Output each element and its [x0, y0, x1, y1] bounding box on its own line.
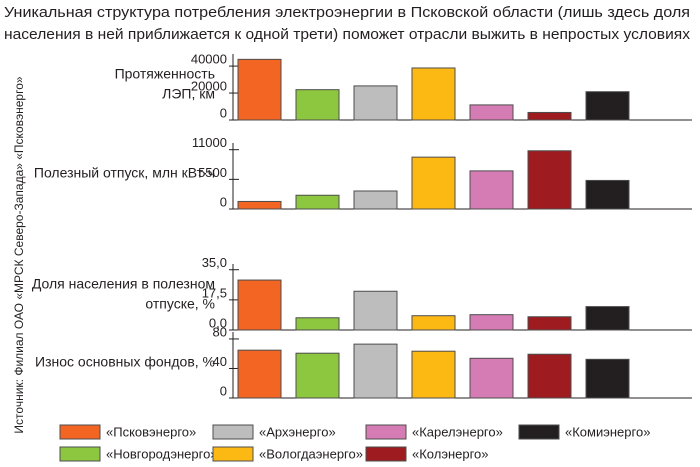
bar: [411, 350, 456, 399]
bar: [237, 58, 282, 121]
bar: [527, 353, 572, 399]
y-tick-label: 5500: [198, 165, 227, 180]
y-tick-label: 11000: [192, 135, 227, 150]
legend-label: «Карелэнерго»: [412, 424, 503, 439]
legend-swatch: [365, 424, 407, 440]
y-tick-label: 40: [213, 354, 227, 369]
legend-label: «Колэнерго»: [412, 446, 489, 461]
bar: [353, 190, 398, 210]
panel-label: отпуске, %: [145, 296, 215, 312]
bar: [527, 150, 572, 210]
y-tick-label: 20000: [191, 78, 227, 93]
panel-label: Полезный отпуск, млн кВт·ч: [34, 165, 215, 181]
bar: [411, 67, 456, 121]
legend-label: «Новгородэнерго»: [106, 446, 218, 461]
bar: [295, 317, 340, 331]
bar: [237, 279, 282, 331]
source: Источник: Филиал ОАО «МРСК Северо-Запада…: [12, 76, 26, 433]
legend-swatch: [59, 424, 101, 440]
chart-title: Уникальная структура потребления электро…: [4, 4, 690, 21]
bar: [469, 170, 514, 210]
bar: [295, 352, 340, 399]
panel-label: Износ основных фондов, %: [35, 354, 215, 370]
bar: [353, 343, 398, 399]
bar: [353, 85, 398, 121]
bar: [527, 111, 572, 121]
bar: [237, 200, 282, 210]
legend-label: «Архэнерго»: [259, 424, 336, 439]
legend-swatch: [212, 446, 254, 462]
legend-label: «Псковэнерго»: [106, 424, 196, 439]
bar: [295, 194, 340, 210]
bar: [585, 358, 630, 399]
bar: [237, 349, 282, 399]
legend-swatch: [518, 424, 560, 440]
bar: [411, 315, 456, 331]
bar: [295, 89, 340, 121]
legend-label: «Комиэнерго»: [565, 424, 650, 439]
y-tick-label: 0: [220, 383, 227, 398]
bar: [469, 357, 514, 399]
bar: [469, 314, 514, 331]
legend-swatch: [59, 446, 101, 462]
bar: [353, 290, 398, 331]
bar: [585, 91, 630, 121]
y-tick-label: 40000: [191, 52, 227, 67]
chart-title: населения в ней приближается к одной тре…: [4, 26, 691, 43]
legend-label: «Вологдаэнерго»: [259, 446, 363, 461]
panel-label: Протяженность: [115, 66, 215, 82]
legend-swatch: [365, 446, 407, 462]
bar: [527, 316, 572, 331]
legend-swatch: [212, 424, 254, 440]
y-tick-label: 35,0: [202, 255, 227, 270]
bar: [585, 306, 630, 331]
bar: [469, 104, 514, 121]
y-tick-label: 17,5: [202, 285, 227, 300]
y-tick-label: 0: [220, 194, 227, 209]
y-tick-label: 80: [213, 324, 227, 339]
panel-label: ЛЭП, км: [162, 86, 215, 102]
y-tick-label: 0: [220, 105, 227, 120]
panel-label: Доля населения в полезном: [32, 276, 215, 292]
y-tick-label: 0,0: [209, 315, 227, 330]
bar: [585, 179, 630, 210]
bar: [411, 156, 456, 210]
